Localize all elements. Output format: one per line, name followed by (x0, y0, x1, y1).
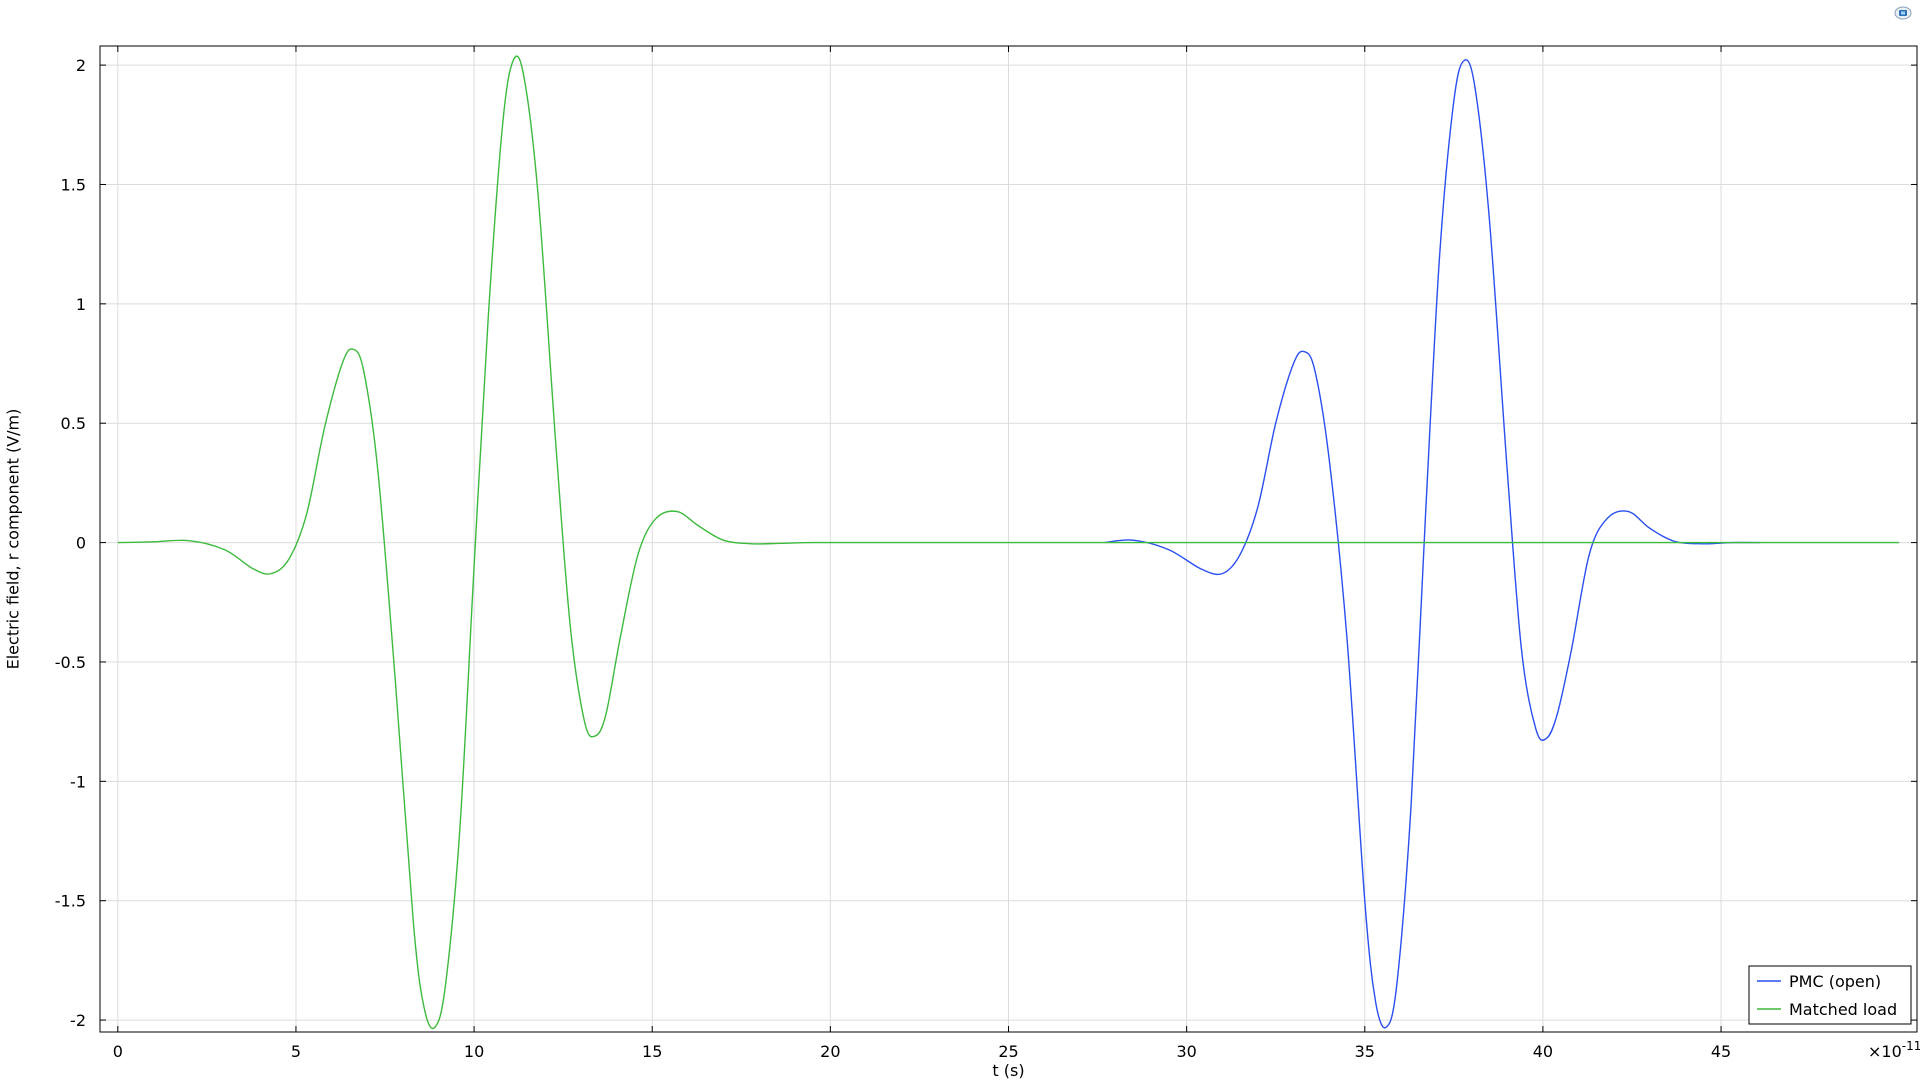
x-axis-title: t (s) (992, 1061, 1024, 1080)
legend[interactable]: PMC (open) Matched load (1748, 965, 1912, 1025)
y-tick-label: 2 (76, 56, 86, 75)
x-tick-label: 5 (291, 1042, 301, 1061)
x-tick-label: 10 (464, 1042, 484, 1061)
series-line-pmc-open (1104, 59, 1761, 1029)
app-logo-icon (1894, 6, 1912, 20)
y-tick-label: 1.5 (61, 175, 86, 194)
series-layer (117, 55, 1900, 1030)
x-tick-label: 0 (113, 1042, 123, 1061)
x-tick-label: 30 (1176, 1042, 1196, 1061)
y-tick-label: -2 (70, 1011, 86, 1030)
y-tick-label: -0.5 (55, 653, 86, 672)
y-tick-label: -1 (70, 772, 86, 791)
x-tick-label: 45 (1711, 1042, 1731, 1061)
legend-box (1748, 965, 1912, 1025)
legend-label-pmc: PMC (open) (1789, 972, 1881, 991)
x-tick-label: 40 (1533, 1042, 1553, 1061)
tick-labels: 0 5 10 15 20 25 30 35 40 45 -2 -1.5 -1 -0.5 0 0.5 1 1.5 2 (55, 56, 1731, 1061)
series-line-matched-load (117, 55, 1900, 1030)
x-multiplier-base: ×10 (1868, 1042, 1902, 1061)
x-tick-label: 20 (820, 1042, 840, 1061)
x-tick-label: 35 (1355, 1042, 1375, 1061)
legend-label-matched-load: Matched load (1789, 1000, 1897, 1019)
grid (100, 46, 1917, 1032)
y-tick-label: -1.5 (55, 892, 86, 911)
x-tick-label: 25 (998, 1042, 1018, 1061)
x-multiplier-exponent: -11 (1902, 1039, 1920, 1053)
y-axis-title: Electric field, r component (V/m) (4, 409, 23, 670)
y-tick-label: 0.5 (61, 414, 86, 433)
x-axis-multiplier: ×10-11 (1868, 1039, 1920, 1061)
y-tick-label: 1 (76, 295, 86, 314)
x-tick-label: 15 (642, 1042, 662, 1061)
ticks (100, 46, 1917, 1032)
y-tick-label: 0 (76, 534, 86, 553)
